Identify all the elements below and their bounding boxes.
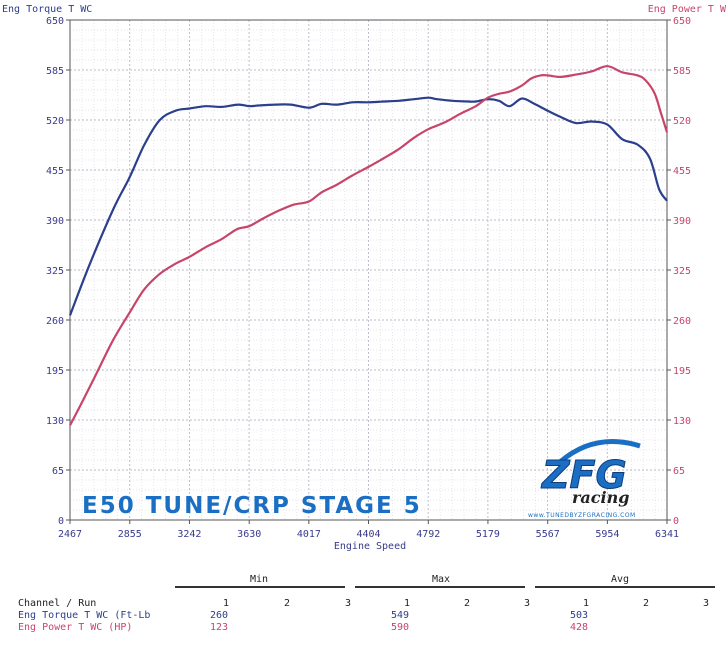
max-run-2: 2 xyxy=(464,598,471,609)
torque-avg: 503 xyxy=(570,610,589,621)
min-run-3: 3 xyxy=(345,598,352,609)
y-tick-label-left: 520 xyxy=(46,116,64,127)
torque-series-line xyxy=(68,96,668,316)
y-tick-label-right: 455 xyxy=(673,166,691,177)
tune-annotation: E50 TUNE/CRP STAGE 5 xyxy=(82,493,422,519)
torque-min: 260 xyxy=(210,610,229,621)
x-ticks: 2467 2855 3242 3630 4017 4404 4792 5179 5567 5954… xyxy=(58,520,679,540)
y-tick-label-left: 390 xyxy=(46,216,64,227)
logo-swoosh-highlight-icon xyxy=(571,446,633,461)
avg-run-3: 3 xyxy=(703,598,710,609)
left-axis-title: Eng Torque T WC xyxy=(2,4,92,15)
torque-max: 549 xyxy=(391,610,410,621)
right-axis-title: Eng Power T W xyxy=(648,4,727,15)
y-tick-label-right: 650 xyxy=(673,16,691,27)
x-tick-label: 4017 xyxy=(297,529,321,540)
logo-sub-text: racing xyxy=(572,488,629,507)
logo-main-text: ZFG xyxy=(541,453,627,497)
y-tick-label-right: 520 xyxy=(673,116,691,127)
y-tick-label-left: 585 xyxy=(46,66,64,77)
series xyxy=(68,65,669,426)
avg-run-2: 2 xyxy=(643,598,650,609)
y-tick-label-right: 130 xyxy=(673,416,691,427)
x-tick-label: 4404 xyxy=(356,529,380,540)
logo-swoosh-icon xyxy=(558,439,641,464)
x-tick-label: 3630 xyxy=(237,529,261,540)
max-group-rule xyxy=(355,586,525,588)
avg-run-1: 1 xyxy=(583,598,590,609)
x-tick-label: 5179 xyxy=(476,529,500,540)
x-tick-label: 5954 xyxy=(595,529,619,540)
stats-table: Min Max Avg Channel / Run 1 2 3 1 2 3 1 … xyxy=(0,570,728,659)
y-tick-label-left: 455 xyxy=(46,166,64,177)
right-y-ticks: 0 65 130 195 260 325 390 455 520 585 650 xyxy=(667,16,691,527)
power-min: 123 xyxy=(210,622,229,633)
min-run-2: 2 xyxy=(284,598,291,609)
dyno-chart: 0 65 130 195 260 325 390 455 520 585 650 0 65 130 195… xyxy=(2,4,727,552)
grid xyxy=(69,19,668,521)
x-tick-label: 3242 xyxy=(177,529,201,540)
y-tick-label-left: 650 xyxy=(46,16,64,27)
y-tick-label-left: 130 xyxy=(46,416,64,427)
y-tick-label-left: 195 xyxy=(46,366,64,377)
power-series-line xyxy=(69,65,669,426)
y-tick-label-left: 260 xyxy=(46,316,64,327)
zfg-logo: ZFG racing www.TUNEDBYZFGRACING.COM xyxy=(528,439,641,519)
power-max: 590 xyxy=(391,622,410,633)
avg-group-rule xyxy=(535,586,715,588)
y-tick-label-right: 0 xyxy=(673,516,679,527)
min-run-1: 1 xyxy=(223,598,230,609)
left-y-ticks: 0 65 130 195 260 325 390 455 520 585 650 xyxy=(46,16,70,527)
power-avg: 428 xyxy=(570,622,589,633)
max-group-header: Max xyxy=(432,574,451,585)
y-tick-label-right: 390 xyxy=(673,216,691,227)
x-tick-label: 4792 xyxy=(416,529,440,540)
x-tick-label: 5567 xyxy=(536,529,560,540)
y-tick-label-right: 65 xyxy=(673,466,685,477)
logo-url-text: www.TUNEDBYZFGRACING.COM xyxy=(528,512,636,519)
channel-run-header: Channel / Run xyxy=(18,598,97,609)
y-tick-label-right: 585 xyxy=(673,66,691,77)
avg-group-header: Avg xyxy=(611,574,630,585)
y-tick-label-left: 325 xyxy=(46,266,64,277)
y-tick-label-left: 0 xyxy=(58,516,64,527)
x-tick-label: 2855 xyxy=(118,529,142,540)
min-group-rule xyxy=(175,586,345,588)
max-run-3: 3 xyxy=(524,598,531,609)
power-row-label: Eng Power T WC (HP) xyxy=(18,622,133,633)
y-tick-label-right: 260 xyxy=(673,316,691,327)
y-tick-label-right: 325 xyxy=(673,266,691,277)
x-axis-title: Engine Speed xyxy=(334,541,406,552)
x-tick-label: 2467 xyxy=(58,529,82,540)
max-run-1: 1 xyxy=(404,598,411,609)
y-tick-label-right: 195 xyxy=(673,366,691,377)
x-tick-label: 6341 xyxy=(655,529,679,540)
y-tick-label-left: 65 xyxy=(52,466,64,477)
torque-row-label: Eng Torque T WC (Ft-Lb xyxy=(18,610,151,621)
min-group-header: Min xyxy=(250,574,269,585)
